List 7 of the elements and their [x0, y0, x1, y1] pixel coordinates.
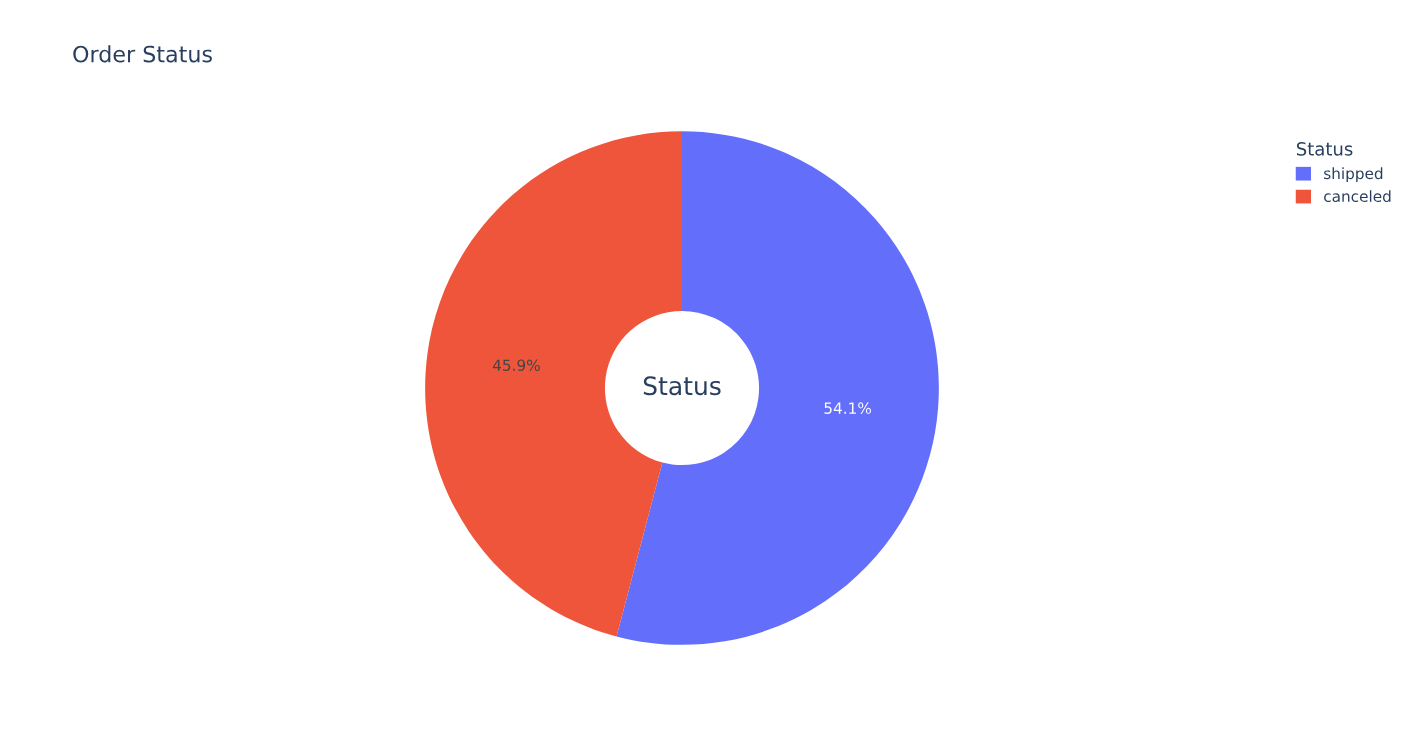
- data-label: 54.1%: [824, 402, 871, 414]
- legend-title: Status: [1296, 142, 1353, 156]
- text: Status: [643, 376, 721, 396]
- text: Order Status: [73, 45, 212, 63]
- data-label: 45.9%: [492, 359, 540, 371]
- legend-label: shipped: [1324, 167, 1383, 183]
- legend-label: canceled: [1324, 190, 1391, 203]
